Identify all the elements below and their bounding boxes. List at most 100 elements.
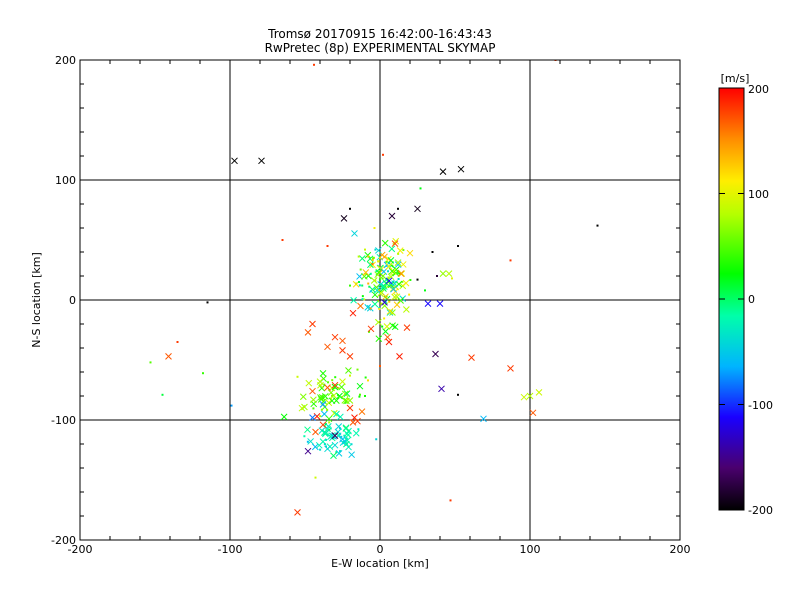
y-tick-label: 100 [55, 174, 76, 187]
data-point-dot [367, 282, 370, 285]
data-point-cross [343, 430, 351, 438]
data-point-cross [403, 324, 411, 331]
data-point-cross [331, 432, 339, 439]
y-tick-labels: -200 -100 0 100 200 [51, 54, 76, 547]
data-point-cross [373, 287, 381, 294]
data-point-dot [356, 368, 359, 371]
data-point-cross [331, 381, 339, 389]
data-point-dot [306, 440, 309, 443]
data-point-cross [165, 353, 172, 360]
data-point-dot [387, 276, 390, 279]
data-point-dot [358, 395, 361, 398]
data-point-cross [304, 329, 312, 336]
data-point-dot [364, 395, 366, 397]
data-point-dot [335, 451, 338, 454]
data-point-cross [385, 338, 393, 346]
data-point-cross [305, 379, 313, 387]
data-point-dot [457, 393, 459, 396]
data-point-cross [336, 392, 343, 400]
data-point-dot [312, 407, 315, 410]
data-point-cross [362, 269, 370, 276]
data-point-dot [361, 295, 364, 298]
data-point-dot [358, 284, 361, 287]
data-point-dot [378, 307, 381, 310]
data-point-cross [331, 333, 339, 341]
data-point-cross [345, 443, 352, 451]
data-point-cross [388, 212, 396, 220]
colorbar-tick-label: -200 [748, 504, 773, 517]
data-point-cross [380, 285, 387, 292]
data-point-dot [388, 300, 391, 303]
data-point-cross [319, 421, 327, 429]
data-point-dot [596, 224, 599, 227]
data-point-dot [358, 281, 360, 283]
data-point-cross [358, 255, 366, 262]
data-point-dot [331, 394, 334, 397]
data-point-dot [361, 284, 364, 287]
data-point-cross [324, 343, 331, 351]
data-point-cross [335, 449, 343, 457]
colorbar-ticks [719, 87, 744, 511]
data-point-cross [379, 272, 387, 280]
data-point-dot [373, 227, 376, 230]
x-tick-label: 200 [670, 543, 691, 556]
data-point-cross [304, 447, 312, 455]
data-point-cross [402, 279, 410, 287]
data-point-cross [321, 430, 329, 438]
data-point-dot [338, 450, 341, 453]
data-point-cross [328, 397, 336, 405]
data-point-dot [369, 290, 372, 293]
data-point-dot [349, 284, 351, 287]
data-point-cross [397, 270, 405, 277]
data-point-cross [358, 408, 366, 415]
data-point-dot [303, 435, 306, 438]
data-point-dot [328, 421, 331, 424]
data-point-dot [320, 408, 323, 411]
data-point-cross [350, 296, 358, 304]
data-point-dot [206, 301, 209, 304]
data-point-cross [382, 293, 389, 301]
data-point-dot [385, 260, 388, 263]
data-point-cross [390, 285, 397, 293]
data-point-dot [344, 401, 347, 404]
data-point-cross [535, 389, 543, 396]
data-point-dot [379, 257, 381, 259]
data-point-dot [345, 437, 348, 440]
data-point-cross [352, 429, 360, 437]
colorbar: [m/s] -200 -100 0 100 200 [718, 72, 773, 517]
data-point-dot [359, 268, 362, 271]
data-point-cross [438, 385, 445, 393]
data-point-cross [343, 437, 351, 444]
data-point-cross [364, 251, 372, 259]
data-point-cross [526, 392, 534, 400]
data-point-cross [356, 382, 364, 390]
data-point-dot [371, 258, 374, 261]
y-tick-label: 200 [55, 54, 76, 67]
data-point-cross [385, 277, 393, 285]
axis-ticks [79, 59, 681, 541]
y-tick-label: -200 [51, 534, 76, 547]
data-point-dot [364, 376, 367, 379]
data-point-dot [368, 330, 371, 333]
data-point-cross [346, 397, 354, 404]
data-point-dot [509, 259, 512, 262]
data-point-cross [394, 259, 402, 267]
data-points [149, 60, 599, 516]
data-point-cross [349, 309, 357, 317]
data-point-dot [382, 153, 384, 156]
data-point-cross [307, 438, 314, 445]
data-point-dot [436, 275, 438, 277]
data-point-dot [372, 257, 375, 260]
data-point-cross [325, 399, 333, 407]
data-point-dot [367, 379, 369, 382]
data-point-cross [384, 333, 391, 341]
data-point-dot [357, 428, 360, 431]
data-point-dot [349, 207, 351, 210]
data-point-dot [319, 415, 322, 418]
data-point-dot [408, 293, 411, 296]
y-tick-label: -100 [51, 414, 76, 427]
data-point-dot [364, 248, 366, 251]
data-point-cross [397, 297, 404, 304]
data-point-cross [406, 249, 414, 257]
